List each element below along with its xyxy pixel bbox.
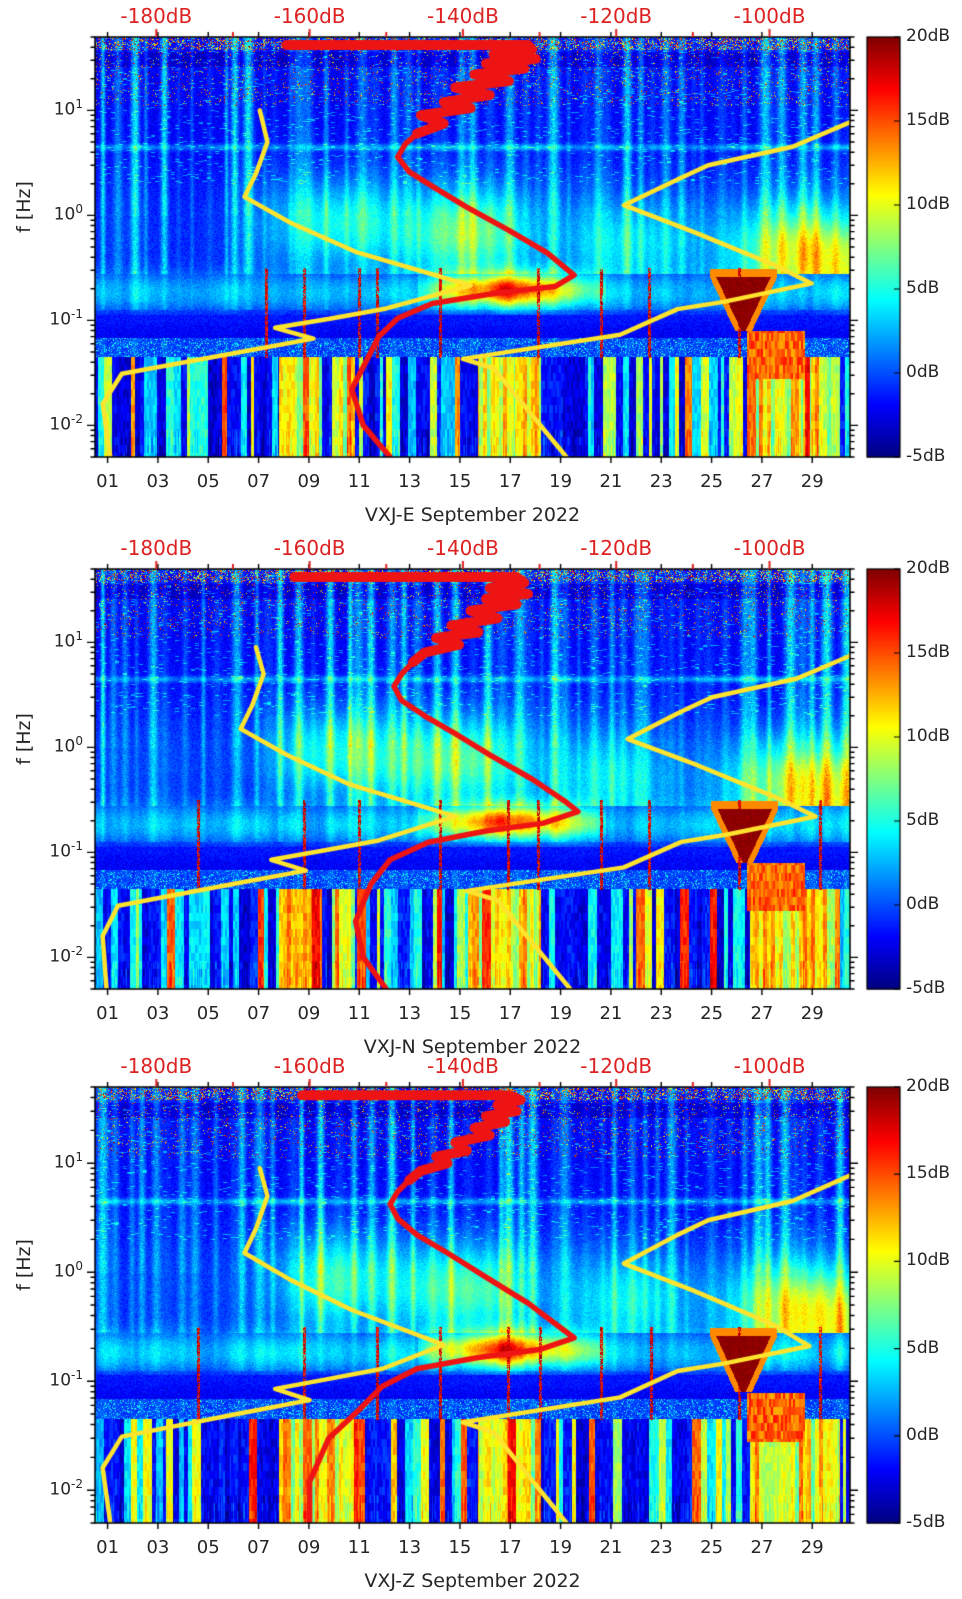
top-axis-tick-label: -180dB	[120, 1054, 193, 1078]
x-tick-label: 05	[196, 471, 220, 492]
x-tick-label: 11	[347, 1537, 371, 1558]
x-tick-label: 01	[96, 1537, 120, 1558]
x-tick-label: 27	[750, 1537, 774, 1558]
colorbar-tick-label: 10dB	[906, 726, 951, 746]
x-tick-label: 25	[700, 1003, 724, 1024]
top-axis-tick-label: -120dB	[580, 536, 653, 560]
top-axis-tick-label: -160dB	[273, 4, 346, 28]
y-tick-label: 10-2	[49, 1477, 83, 1500]
x-tick-label: 13	[398, 471, 422, 492]
x-tick-label: 19	[549, 471, 573, 492]
y-tick-label: 101	[53, 629, 83, 653]
y-tick-label: 10-1	[49, 1368, 83, 1391]
y-tick-label: 100	[53, 734, 83, 758]
colorbar-tick-label: 20dB	[906, 1076, 951, 1096]
x-tick-label: 09	[297, 471, 321, 492]
y-tick-label: 101	[53, 97, 83, 121]
x-tick-label: 15	[448, 1003, 472, 1024]
x-tick-label: 23	[649, 1537, 673, 1558]
top-axis-tick-label: -140dB	[427, 4, 499, 28]
x-tick-label: 13	[398, 1537, 422, 1558]
colorbar-tick-label: 0dB	[906, 362, 940, 382]
colorbar-tick-label: 10dB	[906, 1250, 951, 1271]
colorbar-tick-label: 5dB	[906, 1337, 940, 1358]
top-axis-tick-label: -140dB	[427, 536, 499, 560]
colorbar-tick-label: 10dB	[906, 194, 951, 214]
x-tick-label: 07	[247, 1537, 271, 1558]
x-tick-label: 25	[700, 1537, 724, 1558]
colorbar-tick-label: 20dB	[906, 558, 951, 578]
colorbar-tick-label: -5dB	[906, 446, 946, 466]
top-axis-tick-label: -100dB	[733, 1054, 806, 1078]
x-tick-label: 25	[700, 471, 724, 492]
colorbar-tick-label: 5dB	[906, 278, 940, 298]
x-tick-label: 13	[398, 1003, 422, 1024]
top-axis-tick-label: -160dB	[273, 1054, 346, 1078]
x-tick-label: 21	[599, 1003, 623, 1024]
colorbar-tick-label: 5dB	[906, 810, 940, 830]
x-tick-label: 09	[297, 1003, 321, 1024]
y-tick-label: 100	[53, 1259, 83, 1282]
x-tick-label: 07	[247, 1003, 271, 1024]
x-tick-label: 11	[347, 1003, 371, 1024]
x-tick-label: 15	[448, 1537, 472, 1558]
y-tick-label: 101	[53, 1150, 83, 1173]
colorbar-tick-label: 0dB	[906, 894, 940, 914]
x-tick-label: 03	[146, 471, 170, 492]
colorbar-tick-label: -5dB	[906, 978, 946, 998]
x-tick-label: 29	[800, 1003, 824, 1024]
x-tick-label: 01	[96, 471, 120, 492]
x-tick-label: 23	[649, 471, 673, 492]
x-tick-label: 15	[448, 471, 472, 492]
x-tick-label: 23	[649, 1003, 673, 1024]
top-axis-tick-label: -100dB	[733, 536, 806, 560]
x-tick-label: 21	[599, 1537, 623, 1558]
x-tick-label: 27	[750, 471, 774, 492]
x-tick-label: 05	[196, 1537, 220, 1558]
x-tick-label: 07	[247, 471, 271, 492]
x-axis-title: VXJ-Z September 2022	[364, 1570, 581, 1592]
x-tick-label: 19	[549, 1537, 573, 1558]
x-axis-title: VXJ-E September 2022	[364, 504, 581, 526]
colorbar-tick-label: 15dB	[906, 110, 951, 130]
x-axis-title: VXJ-N September 2022	[363, 1036, 582, 1058]
x-tick-label: 01	[96, 1003, 120, 1024]
top-axis-tick-label: -180dB	[120, 536, 193, 560]
x-tick-label: 17	[498, 471, 522, 492]
y-tick-label: 10-2	[49, 944, 83, 968]
top-axis-tick-label: -120dB	[580, 4, 653, 28]
x-tick-label: 21	[599, 471, 623, 492]
y-tick-label: 100	[53, 202, 83, 226]
top-axis-tick-label: -160dB	[273, 536, 346, 560]
x-tick-label: 17	[498, 1537, 522, 1558]
x-tick-label: 11	[347, 471, 371, 492]
top-axis-tick-label: -120dB	[580, 1054, 653, 1078]
x-tick-label: 19	[549, 1003, 573, 1024]
x-tick-label: 03	[146, 1003, 170, 1024]
y-tick-label: 10-1	[49, 839, 83, 863]
x-tick-label: 05	[196, 1003, 220, 1024]
colorbar-tick-label: 20dB	[906, 26, 951, 46]
x-tick-label: 17	[498, 1003, 522, 1024]
y-tick-label: 10-2	[49, 412, 83, 436]
x-tick-label: 29	[800, 1537, 824, 1558]
colorbar-tick-label: 15dB	[906, 642, 951, 662]
x-tick-label: 29	[800, 471, 824, 492]
x-tick-label: 09	[297, 1537, 321, 1558]
colorbar-tick-label: -5dB	[906, 1512, 946, 1532]
colorbar-tick-label: 15dB	[906, 1163, 951, 1184]
x-tick-label: 27	[750, 1003, 774, 1024]
y-tick-label: 10-1	[49, 307, 83, 331]
top-axis-tick-label: -100dB	[733, 4, 806, 28]
x-tick-label: 03	[146, 1537, 170, 1558]
top-axis-tick-label: -180dB	[120, 4, 193, 28]
top-axis-tick-label: -140dB	[427, 1054, 499, 1078]
colorbar-tick-label: 0dB	[906, 1424, 940, 1445]
